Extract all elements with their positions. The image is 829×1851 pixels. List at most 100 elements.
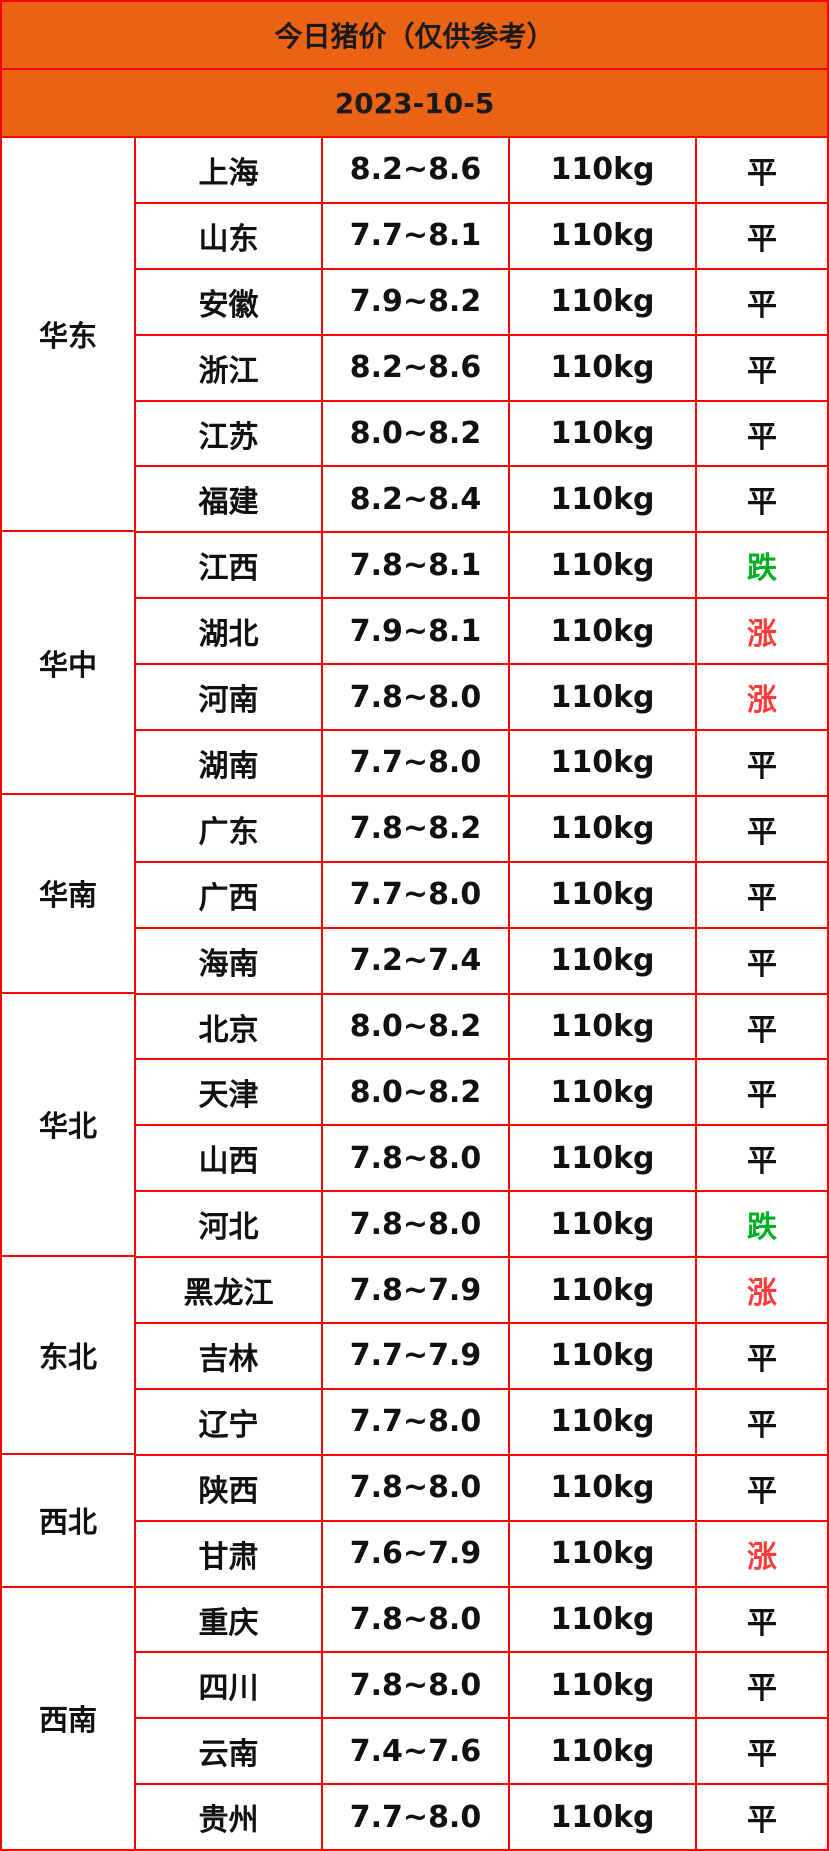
trend-cell: 平 (747, 880, 777, 916)
trend-cell: 平 (747, 1012, 777, 1048)
table-row: 湖南 7.7~8.0 110kg 平 (136, 731, 827, 797)
table-row: 云南 7.4~7.6 110kg 平 (136, 1719, 827, 1786)
trend-cell: 涨 (747, 683, 777, 719)
price-cell: 7.7~8.0 (323, 862, 510, 927)
table-row: 河南 7.8~8.0 110kg 涨 (136, 665, 827, 732)
table-row: 陕西 7.8~8.0 110kg 平 (136, 1455, 827, 1522)
trend-cell: 涨 (747, 617, 777, 653)
price-cell: 7.7~8.0 (323, 731, 510, 795)
weight-cell: 110kg (510, 1653, 697, 1718)
weight-cell: 110kg (510, 1455, 697, 1520)
region-cell: 华南 (2, 795, 134, 994)
price-cell: 8.0~8.2 (323, 1060, 510, 1125)
table-row: 四川 7.8~8.0 110kg 平 (136, 1653, 827, 1720)
province-cell: 北京 (136, 994, 323, 1059)
weight-cell: 110kg (510, 1324, 697, 1388)
table-title: 今日猪价（仅供参考） (2, 2, 827, 70)
table-row: 安徽 7.9~8.2 110kg 平 (136, 269, 827, 336)
weight-cell: 110kg (510, 1192, 697, 1257)
table-row: 山西 7.8~8.0 110kg 平 (136, 1126, 827, 1193)
table-row: 上海 8.2~8.6 110kg 平 (136, 138, 827, 204)
weight-cell: 110kg (510, 1126, 697, 1191)
price-cell: 7.7~8.1 (323, 203, 510, 268)
region-cell: 西南 (38, 1703, 97, 1738)
price-cell: 7.7~8.0 (323, 1785, 510, 1850)
province-cell: 湖北 (136, 599, 323, 664)
province-cell: 河北 (136, 1192, 323, 1257)
price-cell: 7.4~7.6 (323, 1719, 510, 1784)
price-cell: 7.6~7.9 (323, 1521, 510, 1586)
table-row: 重庆 7.8~8.0 110kg 平 (136, 1587, 827, 1654)
weight-cell: 110kg (510, 1389, 697, 1454)
province-cell: 海南 (136, 928, 323, 993)
price-cell: 8.2~8.6 (323, 335, 510, 400)
weight-cell: 110kg (510, 731, 697, 795)
table-row: 北京 8.0~8.2 110kg 平 (136, 994, 827, 1061)
province-cell: 重庆 (136, 1587, 323, 1652)
weight-cell: 110kg (510, 138, 697, 202)
table-row: 广西 7.7~8.0 110kg 平 (136, 862, 827, 929)
trend-cell: 平 (747, 221, 777, 257)
table-row: 辽宁 7.7~8.0 110kg 平 (136, 1389, 827, 1456)
weight-cell: 110kg (510, 1258, 697, 1323)
province-cell: 黑龙江 (136, 1258, 323, 1323)
region-cell: 华北 (2, 994, 134, 1257)
weight-cell: 110kg (510, 467, 697, 532)
trend-cell: 跌 (747, 1210, 777, 1246)
price-cell: 7.8~8.1 (323, 533, 510, 598)
table-row: 山东 7.7~8.1 110kg 平 (136, 203, 827, 270)
province-cell: 河南 (136, 665, 323, 730)
price-cell: 7.8~8.0 (323, 1587, 510, 1652)
province-cell: 山西 (136, 1126, 323, 1191)
province-cell: 陕西 (136, 1455, 323, 1520)
price-cell: 7.8~8.0 (323, 1455, 510, 1520)
weight-cell: 110kg (510, 665, 697, 730)
province-cell: 上海 (136, 138, 323, 202)
weight-cell: 110kg (510, 401, 697, 466)
province-cell: 山东 (136, 203, 323, 268)
trend-cell: 平 (747, 1605, 777, 1641)
trend-cell: 平 (747, 946, 777, 982)
price-cell: 8.0~8.2 (323, 994, 510, 1059)
trend-cell: 平 (747, 1671, 777, 1707)
trend-cell: 平 (747, 155, 777, 191)
weight-cell: 110kg (510, 533, 697, 598)
price-cell: 8.2~8.4 (323, 467, 510, 532)
region-cell: 华中 (2, 532, 134, 796)
province-cell: 浙江 (136, 335, 323, 400)
province-cell: 广东 (136, 796, 323, 861)
trend-cell: 平 (747, 485, 777, 521)
weight-cell: 110kg (510, 1521, 697, 1586)
region-cell: 西北 (2, 1455, 134, 1588)
trend-cell: 平 (747, 1473, 777, 1509)
province-cell: 四川 (136, 1653, 323, 1718)
table-row: 黑龙江 7.8~7.9 110kg 涨 (136, 1258, 827, 1325)
trend-cell: 涨 (747, 1539, 777, 1575)
price-cell: 7.8~8.0 (323, 665, 510, 730)
price-cell: 8.2~8.6 (323, 138, 510, 202)
price-cell: 7.2~7.4 (323, 928, 510, 993)
table-row: 江苏 8.0~8.2 110kg 平 (136, 401, 827, 468)
weight-cell: 110kg (510, 994, 697, 1059)
province-cell: 吉林 (136, 1324, 323, 1388)
weight-cell: 110kg (510, 203, 697, 268)
weight-cell: 110kg (510, 928, 697, 993)
weight-cell: 110kg (510, 1785, 697, 1850)
price-cell: 7.9~8.2 (323, 269, 510, 334)
province-cell: 安徽 (136, 269, 323, 334)
price-cell: 8.0~8.2 (323, 401, 510, 466)
weight-cell: 110kg (510, 335, 697, 400)
weight-cell: 110kg (510, 1719, 697, 1784)
table-date: 2023-10-5 (2, 70, 827, 138)
price-cell: 7.8~7.9 (323, 1258, 510, 1323)
trend-cell: 平 (747, 353, 777, 389)
trend-cell: 平 (747, 1737, 777, 1773)
province-cell: 江西 (136, 533, 323, 598)
table-row: 吉林 7.7~7.9 110kg 平 (136, 1324, 827, 1390)
trend-cell: 平 (747, 1407, 777, 1443)
table-row: 福建 8.2~8.4 110kg 平 (136, 467, 827, 534)
table-row: 江西 7.8~8.1 110kg 跌 (136, 533, 827, 600)
weight-cell: 110kg (510, 1060, 697, 1125)
price-cell: 7.8~8.0 (323, 1653, 510, 1718)
